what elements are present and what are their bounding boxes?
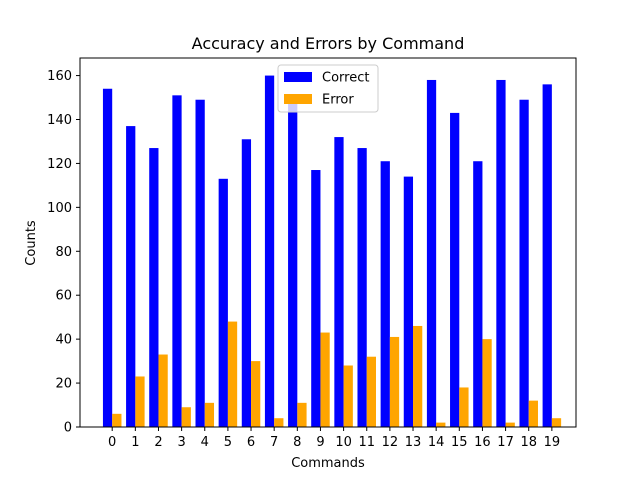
bar-error-4 — [204, 402, 215, 427]
bar-correct-12 — [380, 161, 390, 428]
legend-swatch-error — [284, 94, 312, 104]
bar-correct-1 — [126, 126, 136, 427]
bar-error-12 — [389, 336, 400, 427]
y-axis-label: Counts — [24, 220, 39, 266]
x-tick-label: 7 — [270, 435, 278, 450]
bar-correct-0 — [102, 88, 113, 427]
x-tick-label: 11 — [358, 435, 375, 450]
legend: Correct Error — [277, 64, 379, 113]
x-tick-label: 16 — [474, 435, 491, 450]
y-tick-label: 0 — [64, 421, 72, 436]
y-tick-label: 80 — [55, 245, 72, 260]
bar-correct-17 — [496, 79, 506, 428]
x-tick-label: 4 — [201, 435, 209, 450]
x-tick-label: 14 — [428, 435, 445, 450]
bar-correct-4 — [195, 99, 205, 427]
y-tick-label: 60 — [55, 289, 72, 304]
bar-correct-3 — [172, 95, 182, 427]
bar-error-17 — [505, 422, 515, 427]
x-tick-label: 3 — [177, 435, 185, 450]
x-tick-label: 9 — [316, 435, 324, 450]
x-tick-label: 2 — [154, 435, 162, 450]
bar-correct-7 — [264, 75, 275, 427]
x-tick-label: 0 — [108, 435, 116, 450]
bar-error-14 — [436, 422, 446, 427]
bar-error-11 — [366, 356, 376, 427]
bar-correct-15 — [450, 112, 460, 427]
x-tick-label: 17 — [497, 435, 514, 450]
bar-error-7 — [274, 418, 284, 427]
bar-error-10 — [343, 365, 353, 427]
bar-error-6 — [251, 361, 261, 427]
bar-correct-10 — [334, 137, 344, 427]
x-tick-label: 8 — [293, 435, 301, 450]
bar-correct-6 — [241, 139, 252, 427]
bar-error-2 — [158, 354, 168, 427]
legend-label-correct: Correct — [322, 71, 369, 86]
x-tick-label: 13 — [405, 435, 422, 450]
x-axis-label: Commands — [291, 456, 365, 471]
x-tick-label: 12 — [382, 435, 399, 450]
y-tick-label: 120 — [47, 157, 72, 172]
x-tick-label: 15 — [451, 435, 468, 450]
bar-error-18 — [528, 400, 538, 427]
bar-correct-8 — [288, 97, 298, 427]
plot-frame — [79, 57, 577, 428]
x-tick-label: 6 — [247, 435, 255, 450]
bar-correct-14 — [426, 79, 437, 428]
y-tick-label: 100 — [47, 201, 72, 216]
bar-correct-9 — [311, 170, 321, 427]
bar-error-0 — [112, 413, 122, 427]
bar-error-13 — [413, 325, 423, 427]
y-tick-label: 140 — [47, 113, 72, 128]
bar-error-16 — [482, 339, 492, 427]
bar-error-9 — [320, 332, 330, 427]
bar-error-3 — [181, 407, 191, 427]
bar-correct-19 — [542, 84, 552, 428]
y-tick-label: 160 — [47, 69, 72, 84]
x-tick-label: 10 — [335, 435, 352, 450]
legend-label-error: Error — [322, 93, 354, 108]
x-tick-label: 5 — [224, 435, 232, 450]
bar-error-5 — [227, 321, 238, 427]
legend-swatch-correct — [284, 72, 312, 82]
y-tick-label: 40 — [55, 333, 72, 348]
y-tick-label: 20 — [55, 377, 72, 392]
bar-error-1 — [135, 376, 145, 427]
bar-error-15 — [459, 387, 469, 427]
bar-correct-16 — [473, 161, 483, 428]
x-tick-label: 19 — [544, 435, 561, 450]
bar-correct-11 — [357, 148, 367, 428]
x-tick-label: 1 — [131, 435, 139, 450]
x-tick-label: 18 — [520, 435, 537, 450]
chart-title: Accuracy and Errors by Command — [192, 34, 465, 53]
bar-correct-5 — [218, 178, 228, 427]
bar-correct-2 — [149, 148, 159, 428]
bar-error-8 — [297, 402, 307, 427]
plot-area: 0 1 2 3 4 5 6 7 8 9 10 11 12 13 14 15 16 17 18 190204060801… — [47, 57, 577, 450]
bar-correct-18 — [519, 99, 529, 427]
bar-correct-13 — [403, 176, 414, 427]
bar-error-19 — [551, 418, 562, 427]
